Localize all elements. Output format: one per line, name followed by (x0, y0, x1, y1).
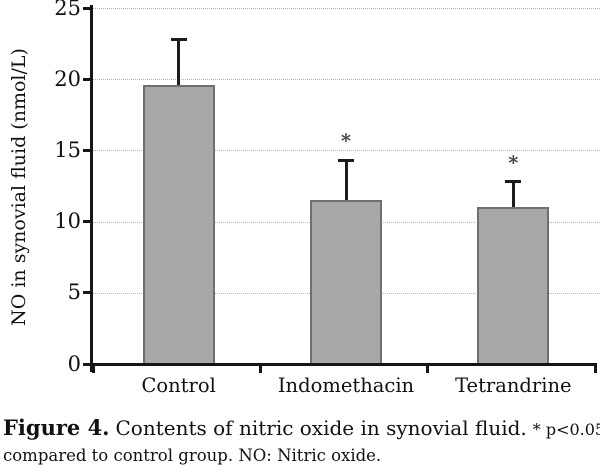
y-axis-tick-label-15: 15 (54, 137, 81, 162)
error-bar-cap-tetrandrine (505, 180, 522, 184)
significance-asterisk-indomethacin: * (341, 130, 351, 153)
x-axis-tick (258, 364, 262, 373)
x-axis-tick (91, 364, 95, 373)
caption-line-2: compared to control group. NO: Nitric ox… (3, 446, 382, 465)
caption-line-1: Figure 4. Contents of nitric oxide in syn… (3, 412, 600, 445)
error-bar-indomethacin (344, 160, 348, 201)
bar-tetrandrine (477, 207, 550, 366)
caption-figure-label: Figure 4. (3, 415, 110, 440)
y-axis-line (90, 5, 93, 372)
caption-title: Contents of nitric oxide in synovial flu… (115, 416, 527, 440)
y-axis-tick-25 (83, 6, 93, 10)
error-bar-control (177, 39, 181, 85)
figure-caption: Figure 4. Contents of nitric oxide in syn… (3, 412, 600, 466)
y-axis-tick-label-5: 5 (67, 280, 81, 305)
y-axis-tick-5 (83, 291, 93, 295)
x-axis-tick (426, 364, 430, 373)
y-axis-tick-0 (83, 362, 93, 366)
bar-indomethacin (310, 200, 382, 366)
x-axis-label-indomethacin: Indomethacin (277, 374, 415, 397)
bar-control (142, 84, 215, 366)
y-axis-tick-15 (83, 148, 93, 152)
gridline-20 (93, 79, 600, 81)
error-bar-cap-indomethacin (338, 158, 354, 162)
significance-asterisk-tetrandrine: * (508, 151, 519, 174)
caption-significance-note: * p<0.05 (532, 420, 600, 439)
gridline-25 (93, 8, 600, 9)
y-axis-tick-label-20: 20 (54, 66, 81, 91)
x-axis-label-control: Control (141, 374, 216, 397)
y-axis-tick-label-10: 10 (54, 209, 81, 234)
y-axis-tick-label-25: 25 (54, 0, 81, 20)
x-axis-line (90, 362, 597, 366)
y-axis-tick-10 (83, 220, 93, 224)
gridline-15 (93, 150, 600, 152)
x-axis-tick (593, 364, 597, 373)
error-bar-cap-control (170, 37, 187, 41)
x-axis-label-tetrandrine: Tetrandrine (455, 374, 572, 397)
error-bar-tetrandrine (511, 181, 515, 208)
y-axis-tick-20 (83, 77, 93, 81)
y-axis-tick-label-0: 0 (67, 351, 81, 376)
